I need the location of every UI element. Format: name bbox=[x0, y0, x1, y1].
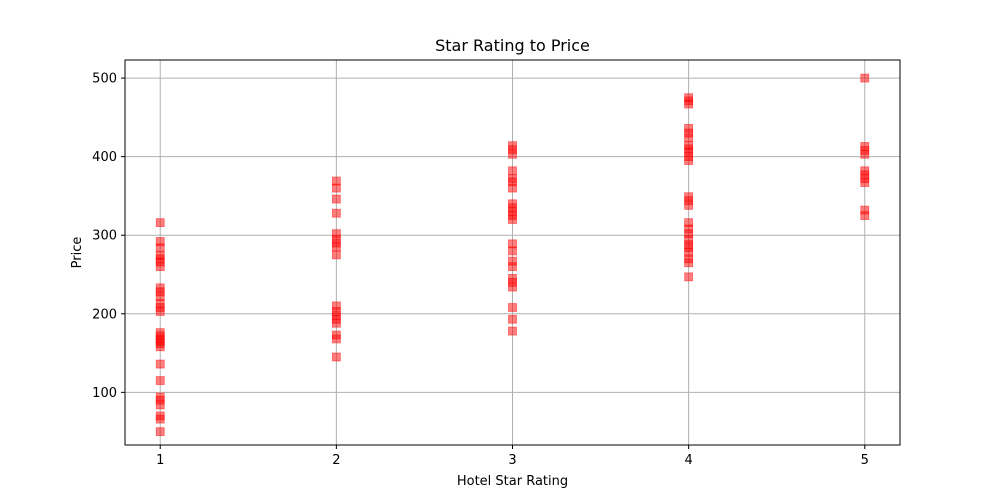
data-point bbox=[684, 272, 694, 282]
data-point bbox=[155, 283, 165, 293]
data-point bbox=[155, 392, 165, 402]
data-point bbox=[155, 427, 165, 437]
data-point bbox=[331, 208, 341, 218]
chart-title: Star Rating to Price bbox=[435, 36, 590, 55]
y-tick-label: 500 bbox=[92, 72, 117, 87]
data-point bbox=[155, 359, 165, 369]
data-point bbox=[508, 239, 517, 249]
data-point bbox=[684, 192, 694, 202]
data-point bbox=[684, 123, 694, 133]
data-point bbox=[684, 93, 694, 103]
data-point bbox=[508, 166, 517, 176]
data-point bbox=[331, 176, 341, 186]
data-point bbox=[331, 194, 341, 204]
data-point bbox=[684, 218, 694, 228]
data-point bbox=[155, 376, 165, 385]
x-tick-label: 2 bbox=[332, 453, 340, 468]
data-point bbox=[155, 411, 165, 421]
data-point bbox=[155, 328, 165, 338]
x-tick-label: 4 bbox=[684, 453, 692, 468]
data-point bbox=[508, 326, 517, 336]
data-point bbox=[508, 256, 517, 266]
x-tick-label: 5 bbox=[861, 453, 869, 468]
data-point bbox=[331, 229, 341, 239]
data-points bbox=[155, 73, 870, 437]
y-axis-label: Price bbox=[70, 237, 85, 269]
data-point bbox=[860, 205, 870, 215]
x-axis-label: Hotel Star Rating bbox=[457, 474, 568, 489]
data-point bbox=[860, 166, 870, 176]
x-tick-label: 3 bbox=[508, 453, 516, 468]
data-point bbox=[508, 303, 517, 312]
data-point bbox=[508, 314, 517, 324]
data-point bbox=[331, 301, 341, 311]
data-point bbox=[331, 352, 341, 362]
y-tick-label: 300 bbox=[92, 229, 117, 244]
data-point bbox=[684, 141, 694, 151]
y-tick-label: 200 bbox=[92, 307, 117, 322]
y-tick-label: 100 bbox=[92, 386, 117, 401]
data-point bbox=[508, 174, 517, 184]
data-point bbox=[508, 274, 517, 283]
y-tick-label: 400 bbox=[92, 150, 117, 165]
data-point bbox=[155, 251, 165, 261]
data-point bbox=[860, 142, 870, 151]
data-point bbox=[331, 250, 341, 260]
data-point bbox=[508, 199, 517, 209]
data-point bbox=[155, 237, 165, 246]
axis-ticks: 1 2 3 4 5 100 200 300 400 500 bbox=[92, 72, 869, 468]
data-point bbox=[860, 73, 870, 83]
data-point bbox=[331, 330, 341, 340]
data-point bbox=[508, 141, 517, 151]
x-tick-label: 1 bbox=[156, 453, 164, 468]
data-point bbox=[155, 218, 165, 228]
